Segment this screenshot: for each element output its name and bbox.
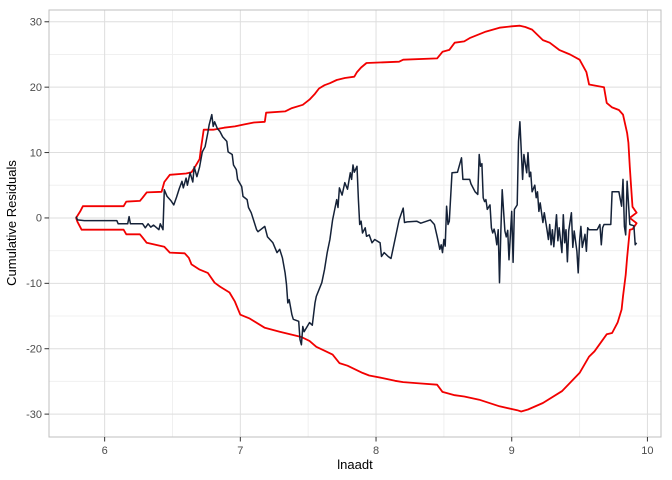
x-tick-label: 6 <box>102 445 108 457</box>
plot-panel <box>49 10 661 437</box>
y-axis-title: Cumulative Residuals <box>4 160 19 286</box>
y-tick-label: -10 <box>26 278 42 290</box>
confidence-envelope-line <box>75 24 638 413</box>
grid-lines <box>49 10 661 437</box>
y-tick-label: 10 <box>30 147 42 159</box>
x-tick-label: 9 <box>509 445 515 457</box>
y-tick-label: 30 <box>30 17 42 29</box>
panel-border-rect <box>48 9 662 438</box>
panel-background <box>49 10 661 437</box>
data-series <box>75 24 638 413</box>
axes: 6 7 8 9 10 -30 -20 -10 0 10 20 30 <box>26 17 653 457</box>
x-tick-label: 7 <box>237 445 243 457</box>
y-tick-label: -30 <box>26 409 42 421</box>
cumulative-residual-line <box>75 113 638 346</box>
x-axis-title: lnaadt <box>337 457 373 472</box>
panel-border <box>48 9 662 438</box>
x-tick-label: 8 <box>373 445 379 457</box>
y-tick-label: 20 <box>30 82 42 94</box>
y-tick-label: 0 <box>36 213 42 225</box>
x-tick-label: 10 <box>641 445 653 457</box>
y-tick-label: -20 <box>26 344 42 356</box>
